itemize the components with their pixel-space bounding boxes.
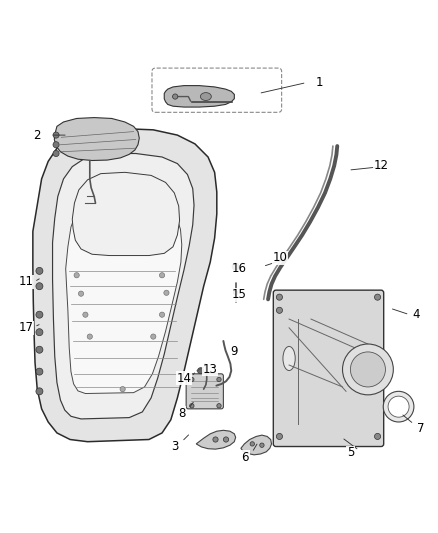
Circle shape	[74, 273, 79, 278]
Text: 7: 7	[417, 422, 424, 435]
Circle shape	[217, 403, 221, 408]
Circle shape	[36, 329, 43, 336]
Circle shape	[388, 396, 409, 417]
Circle shape	[36, 368, 43, 375]
Circle shape	[78, 291, 84, 296]
Text: 12: 12	[374, 159, 389, 172]
Text: 2: 2	[33, 128, 41, 142]
Polygon shape	[33, 128, 217, 442]
Text: 10: 10	[273, 251, 288, 264]
Text: 11: 11	[19, 276, 34, 288]
Ellipse shape	[200, 93, 211, 101]
Circle shape	[36, 268, 43, 274]
Circle shape	[276, 433, 283, 440]
Circle shape	[343, 344, 393, 395]
Circle shape	[350, 352, 385, 387]
Circle shape	[232, 263, 239, 270]
Text: 17: 17	[19, 321, 34, 334]
FancyBboxPatch shape	[186, 374, 223, 409]
Circle shape	[36, 311, 43, 318]
Text: 16: 16	[231, 262, 246, 275]
Circle shape	[276, 294, 283, 300]
Circle shape	[217, 377, 221, 382]
Circle shape	[36, 346, 43, 353]
Text: 4: 4	[412, 308, 420, 321]
Circle shape	[87, 334, 92, 339]
Circle shape	[159, 273, 165, 278]
Text: 14: 14	[177, 372, 191, 385]
Circle shape	[164, 290, 169, 295]
Text: 6: 6	[241, 450, 249, 464]
Circle shape	[233, 290, 238, 295]
Polygon shape	[196, 430, 236, 449]
Circle shape	[151, 334, 156, 339]
Circle shape	[213, 437, 218, 442]
Text: 15: 15	[231, 288, 246, 302]
Circle shape	[120, 386, 125, 392]
Polygon shape	[54, 118, 139, 160]
Text: 8: 8	[178, 407, 185, 419]
Circle shape	[53, 150, 59, 157]
Circle shape	[36, 282, 43, 290]
Circle shape	[36, 388, 43, 395]
Circle shape	[276, 307, 283, 313]
Polygon shape	[164, 86, 234, 107]
Circle shape	[198, 368, 204, 374]
Circle shape	[53, 132, 59, 138]
Circle shape	[83, 312, 88, 317]
Circle shape	[250, 442, 254, 446]
Circle shape	[173, 94, 178, 99]
Polygon shape	[53, 154, 194, 419]
Text: 5: 5	[347, 446, 354, 459]
Text: 1: 1	[316, 76, 324, 89]
FancyBboxPatch shape	[152, 68, 282, 112]
Circle shape	[159, 312, 165, 317]
Circle shape	[374, 433, 381, 440]
Polygon shape	[241, 435, 272, 455]
Circle shape	[223, 437, 229, 442]
Circle shape	[190, 403, 194, 408]
FancyBboxPatch shape	[273, 290, 384, 447]
Circle shape	[374, 294, 381, 300]
Circle shape	[53, 142, 59, 148]
Text: 3: 3	[172, 440, 179, 453]
Circle shape	[260, 443, 264, 447]
Circle shape	[190, 377, 194, 382]
Text: 13: 13	[203, 363, 218, 376]
Ellipse shape	[283, 346, 295, 370]
Polygon shape	[66, 197, 182, 393]
Text: 9: 9	[230, 345, 238, 358]
Circle shape	[383, 391, 414, 422]
Polygon shape	[72, 172, 180, 255]
